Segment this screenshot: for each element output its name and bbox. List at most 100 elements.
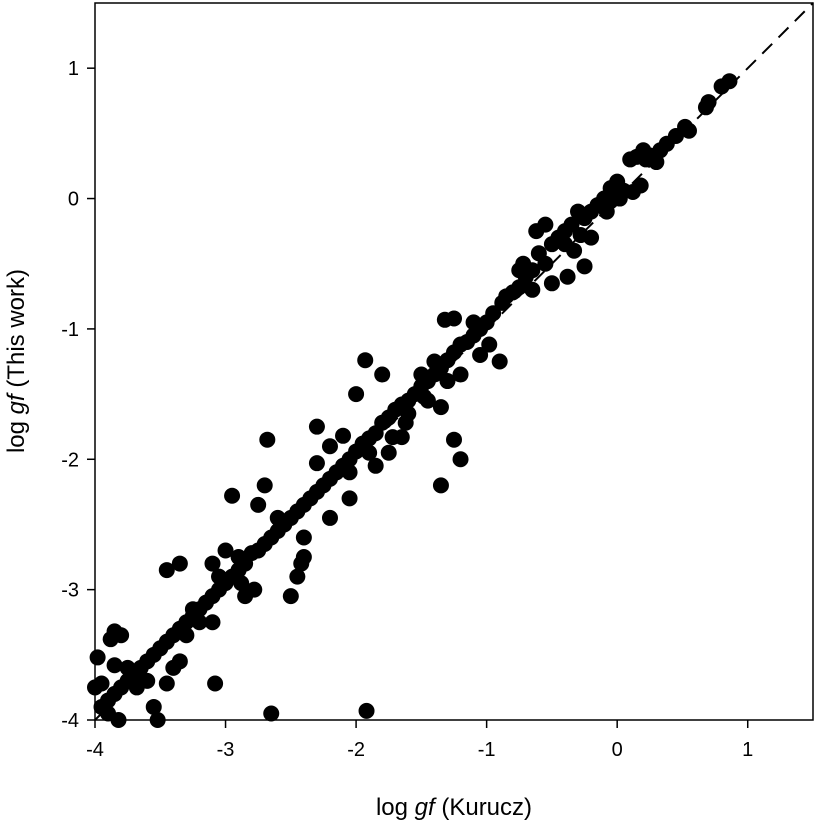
data-point-172	[217, 542, 234, 559]
data-point-180	[413, 366, 430, 383]
data-point-170	[263, 705, 280, 722]
data-point-123	[374, 366, 391, 383]
data-point-105	[528, 223, 545, 240]
data-point-138	[259, 431, 276, 448]
data-point-121	[452, 451, 469, 468]
data-point-119	[384, 429, 401, 446]
y-axis-ticks: -4 -3 -2 -1 0 1	[61, 58, 95, 732]
y-axis-title-suffix: (This work)	[3, 269, 30, 394]
data-point-136	[293, 555, 310, 572]
data-point-179	[400, 405, 417, 422]
data-point-188	[680, 122, 697, 139]
data-point-147	[191, 614, 208, 631]
data-point-1	[713, 78, 730, 95]
data-point-126	[348, 386, 365, 403]
data-point-165	[106, 657, 123, 674]
data-point-149	[178, 627, 195, 644]
y-axis-title: log gf (This work)	[3, 269, 30, 453]
data-point-157	[128, 679, 145, 696]
data-point-177	[367, 457, 384, 474]
data-point-173	[230, 549, 247, 566]
x-tick-label: 0	[612, 739, 623, 761]
data-point-169	[207, 675, 224, 692]
data-point-152	[158, 562, 175, 579]
data-point-167	[110, 712, 127, 728]
x-axis-ticks: -4 -3 -2 -1 0 1	[86, 720, 753, 761]
data-point-166	[119, 659, 136, 676]
data-point-102	[583, 229, 600, 246]
data-point-12	[622, 151, 639, 168]
data-point-127	[335, 427, 352, 444]
data-point-125	[361, 444, 378, 461]
data-point-171	[358, 702, 375, 719]
data-point-153	[171, 555, 188, 572]
data-point-109	[472, 346, 489, 363]
x-axis-title: log gf (Kurucz)	[376, 794, 532, 821]
x-tick-label: -3	[217, 739, 235, 761]
data-point-107	[491, 353, 508, 370]
data-point-134	[289, 568, 306, 585]
x-tick-label: 1	[742, 739, 753, 761]
x-tick-label: -2	[347, 739, 365, 761]
data-point-187	[648, 154, 665, 171]
y-axis-title-italic: gf	[3, 392, 30, 414]
y-tick-label: -3	[61, 580, 79, 602]
data-points	[87, 73, 738, 728]
data-point-154	[158, 675, 175, 692]
data-point-116	[415, 388, 432, 405]
data-point-129	[321, 438, 338, 455]
data-point-186	[602, 193, 619, 210]
data-point-145	[211, 568, 228, 585]
y-tick-label: -2	[61, 449, 79, 471]
data-point-128	[341, 464, 358, 481]
y-tick-label: 1	[68, 58, 79, 80]
y-tick-label: 0	[68, 189, 79, 211]
data-point-120	[446, 431, 462, 448]
data-point-143	[224, 487, 241, 504]
data-point-132	[295, 529, 312, 546]
y-tick-label: -1	[61, 319, 79, 341]
data-point-160	[102, 631, 119, 648]
data-point-110	[452, 366, 469, 383]
data-point-181	[426, 353, 443, 370]
data-point-101	[559, 268, 576, 285]
data-point-178	[380, 444, 397, 461]
data-point-142	[237, 588, 254, 605]
data-point-140	[250, 496, 267, 513]
data-point-122	[432, 477, 449, 494]
x-tick-label: -1	[478, 739, 496, 761]
data-point-184	[524, 281, 541, 298]
data-point-137	[269, 509, 286, 526]
data-point-182	[465, 314, 482, 331]
data-point-176	[341, 490, 358, 507]
data-point-113	[439, 373, 456, 390]
data-point-183	[498, 288, 515, 305]
x-tick-label: -4	[86, 739, 104, 761]
x-axis-title-prefix: log	[376, 794, 415, 821]
data-point-114	[432, 399, 449, 416]
data-point-151	[165, 659, 182, 676]
data-point-146	[204, 614, 221, 631]
data-point-103	[576, 258, 593, 275]
x-axis-title-suffix: (Kurucz)	[435, 794, 532, 821]
data-point-100	[543, 275, 560, 292]
data-point-148	[184, 601, 201, 618]
data-point-144	[204, 555, 221, 572]
data-point-108	[481, 336, 498, 353]
data-point-185	[556, 236, 573, 253]
data-point-174	[233, 575, 250, 592]
data-point-29	[543, 236, 560, 253]
data-point-135	[282, 588, 299, 605]
data-point-163	[89, 649, 106, 666]
data-point-32	[537, 255, 554, 272]
data-point-155	[145, 698, 162, 715]
data-point-131	[308, 455, 325, 472]
data-point-130	[308, 418, 325, 435]
data-point-106	[515, 255, 532, 272]
data-point-124	[357, 352, 374, 369]
data-point-112	[436, 311, 453, 328]
data-point-175	[321, 509, 338, 526]
data-point-164	[87, 679, 103, 696]
x-axis-title-italic: gf	[415, 794, 437, 821]
